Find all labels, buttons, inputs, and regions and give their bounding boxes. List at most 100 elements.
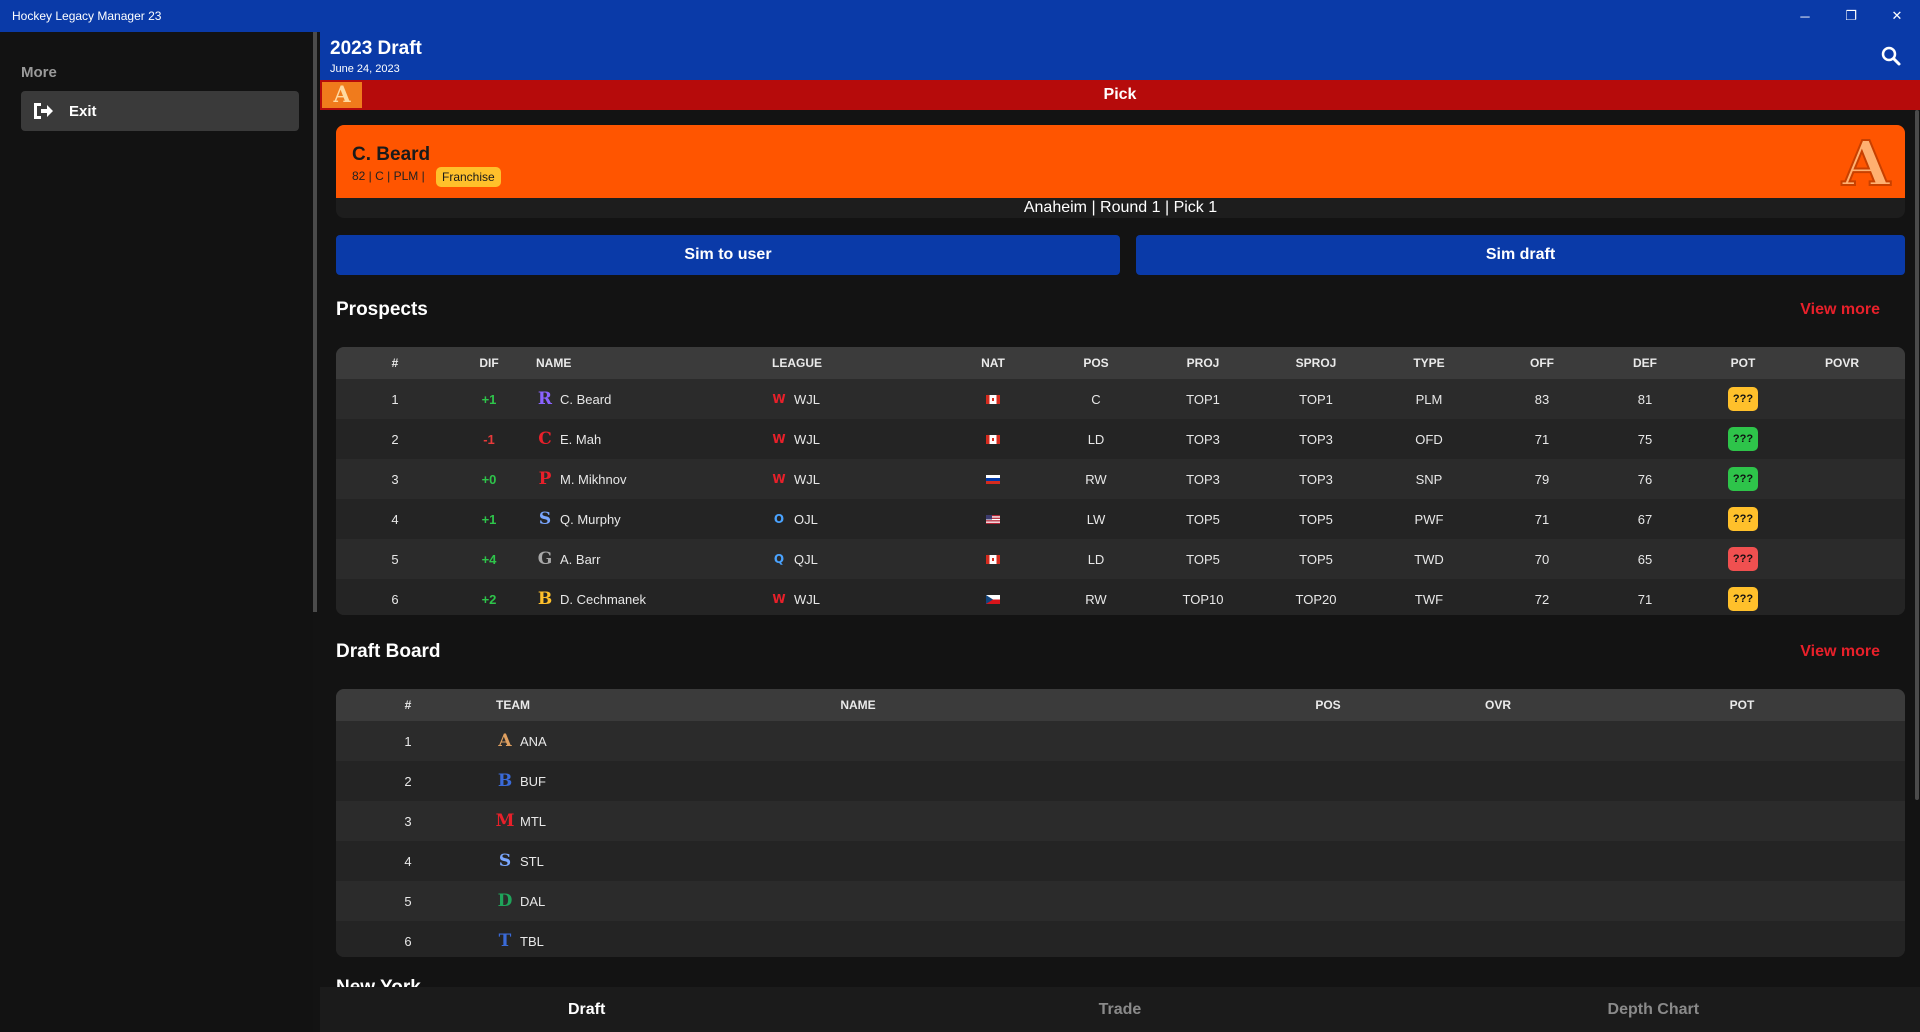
column-header[interactable]: NAME [840, 698, 876, 712]
column-header[interactable]: TYPE [1413, 356, 1445, 370]
prospect-off: 83 [1534, 391, 1550, 407]
sim-draft-button[interactable]: Sim draft [1136, 235, 1905, 275]
column-header[interactable]: DEF [1633, 356, 1657, 370]
column-header[interactable]: # [391, 356, 399, 370]
draft-board-view-more-link[interactable]: View more [1800, 643, 1880, 660]
team-logo-icon: M [495, 811, 515, 831]
prospect-dif: +0 [481, 471, 497, 487]
prospect-name-cell: B D. Cechmanek [536, 589, 772, 609]
prospect-rank: 5 [391, 551, 399, 567]
pick-number: 5 [404, 893, 412, 909]
prospects-view-more-link[interactable]: View more [1800, 301, 1880, 318]
prospect-row[interactable]: 6 +2 B D. Cechmanek W WJL RW TOP10 TOP20 TWF 72 71?… [336, 579, 1905, 615]
draft-board-row[interactable]: 6 T TBL [336, 921, 1905, 957]
column-header[interactable]: DIF [479, 356, 499, 370]
prospect-def: 71 [1637, 591, 1653, 607]
prospect-off: 72 [1534, 591, 1550, 607]
prospect-league: WJL [794, 391, 820, 407]
prospect-row[interactable]: 1 +1 R C. Beard W WJL C TOP1 TOP1 PLM 83 81??? [336, 379, 1905, 419]
prospect-row[interactable]: 5 +4 G A. Barr Q QJL LD TOP5 TOP5 TWD 70 65??? [336, 539, 1905, 579]
minimize-button[interactable]: ─ [1800, 8, 1810, 24]
draft-board-row[interactable]: 5 D DAL [336, 881, 1905, 921]
team-logo-icon: A [320, 80, 364, 110]
column-header[interactable]: POVR [1824, 356, 1859, 370]
column-header[interactable]: POT [1730, 356, 1756, 370]
pick-label: Pick [1103, 86, 1137, 103]
draft-team-cell: T TBL [496, 931, 544, 951]
pick-card-header: C. Beard 82 | C | PLM | Franchise A [336, 125, 1905, 201]
prospect-league: WJL [794, 471, 820, 487]
prospect-name-cell: C E. Mah [536, 429, 772, 449]
column-header[interactable]: POT [1729, 698, 1755, 712]
prospect-row[interactable]: 2 -1 C E. Mah W WJL LD TOP3 TOP3 OFD 71 75??? [336, 419, 1905, 459]
prospect-pos: RW [1085, 471, 1107, 487]
prospect-pot-cell: ??? [1700, 547, 1786, 571]
prospect-name[interactable]: M. Mikhnov [560, 471, 627, 487]
prospect-type: PWF [1414, 511, 1444, 527]
draft-team-cell: B BUF [496, 771, 546, 791]
prospect-def: 81 [1637, 391, 1653, 407]
column-header[interactable]: LEAGUE [772, 356, 823, 370]
prospect-league-cell: W WJL [772, 392, 932, 407]
column-header[interactable]: SPROJ [1295, 356, 1337, 370]
search-icon[interactable] [1880, 45, 1902, 67]
column-header[interactable]: TEAM [496, 698, 530, 712]
prospects-table-body: 1 +1 R C. Beard W WJL C TOP1 TOP1 PLM 83 81??? 2 -1 C E… [336, 379, 1905, 615]
prospect-type: PLM [1415, 391, 1443, 407]
draft-board-row[interactable]: 4 S STL [336, 841, 1905, 881]
team-logo-icon: D [497, 891, 513, 911]
prospect-name[interactable]: Q. Murphy [560, 511, 621, 527]
vertical-scrollbar[interactable] [1915, 110, 1919, 800]
pick-bar: A Pick [320, 80, 1920, 110]
prospect-row[interactable]: 4 +1 S Q. Murphy O OJL LW TOP5 TOP5 PWF 71 67??? [336, 499, 1905, 539]
current-pick-card[interactable]: C. Beard 82 | C | PLM | Franchise A Anah… [336, 125, 1905, 218]
prospect-name[interactable]: D. Cechmanek [560, 591, 646, 607]
maximize-button[interactable]: ❐ [1845, 8, 1857, 23]
junior-team-logo-icon: C [538, 429, 552, 449]
pot-badge: ??? [1728, 587, 1758, 611]
prospect-type: TWD [1414, 551, 1444, 567]
column-header[interactable]: # [404, 698, 412, 712]
exit-button[interactable]: Exit [21, 91, 299, 131]
prospect-league-cell: W WJL [772, 592, 932, 607]
prospect-row[interactable]: 3 +0 P M. Mikhnov W WJL RW TOP3 TOP3 SNP 79 76??? [336, 459, 1905, 499]
prospect-pot-cell: ??? [1700, 587, 1786, 611]
column-header[interactable]: NAT [981, 356, 1005, 370]
sidebar-splitter[interactable] [313, 32, 317, 612]
team-logo-icon: B [497, 771, 513, 791]
prospect-league: WJL [794, 431, 820, 447]
column-header[interactable]: PROJ [1186, 356, 1220, 370]
column-header[interactable]: OVR [1484, 698, 1511, 712]
tab-draft[interactable]: Draft [567, 1000, 606, 1018]
column-header[interactable]: OFF [1530, 356, 1554, 370]
prospect-name-cell: P M. Mikhnov [536, 469, 772, 489]
nationality-flag-icon [932, 472, 1054, 487]
page-date: June 24, 2023 [330, 63, 400, 75]
prospect-pos: LD [1087, 431, 1105, 447]
draft-board-row[interactable]: 3 M MTL [336, 801, 1905, 841]
prospect-type: SNP [1415, 471, 1443, 487]
sim-to-user-button[interactable]: Sim to user [336, 235, 1120, 275]
prospect-name[interactable]: E. Mah [560, 431, 602, 447]
nationality-flag-icon [932, 512, 1054, 527]
junior-team-logo-icon: B [537, 589, 553, 609]
draft-board-row[interactable]: 1 A ANA [336, 721, 1905, 761]
draft-board-row[interactable]: 2 B BUF [336, 761, 1905, 801]
close-button[interactable]: ✕ [1891, 8, 1903, 23]
draft-team-cell: M MTL [495, 811, 546, 831]
junior-team-logo-icon: G [537, 549, 553, 569]
column-header[interactable]: POS [1315, 698, 1341, 712]
tab-depth-chart[interactable]: Depth Chart [1607, 1000, 1700, 1018]
prospect-type: OFD [1415, 431, 1443, 447]
column-header[interactable]: NAME [536, 356, 572, 370]
prospect-sproj: TOP5 [1299, 511, 1333, 527]
draft-board-table-body: 1 A ANA 2 B BUF 3 M MTL 4 S STL 5 D DAL 6 T TBL [336, 721, 1905, 957]
pot-badge: ??? [1728, 547, 1758, 571]
pick-number: 4 [404, 853, 412, 869]
column-header[interactable]: POS [1083, 356, 1109, 370]
column-header[interactable]: WL [1898, 356, 1905, 370]
prospect-name-cell: G A. Barr [536, 549, 772, 569]
tab-trade[interactable]: Trade [1098, 1000, 1142, 1018]
prospect-name[interactable]: C. Beard [560, 391, 612, 407]
prospect-name[interactable]: A. Barr [560, 551, 601, 567]
